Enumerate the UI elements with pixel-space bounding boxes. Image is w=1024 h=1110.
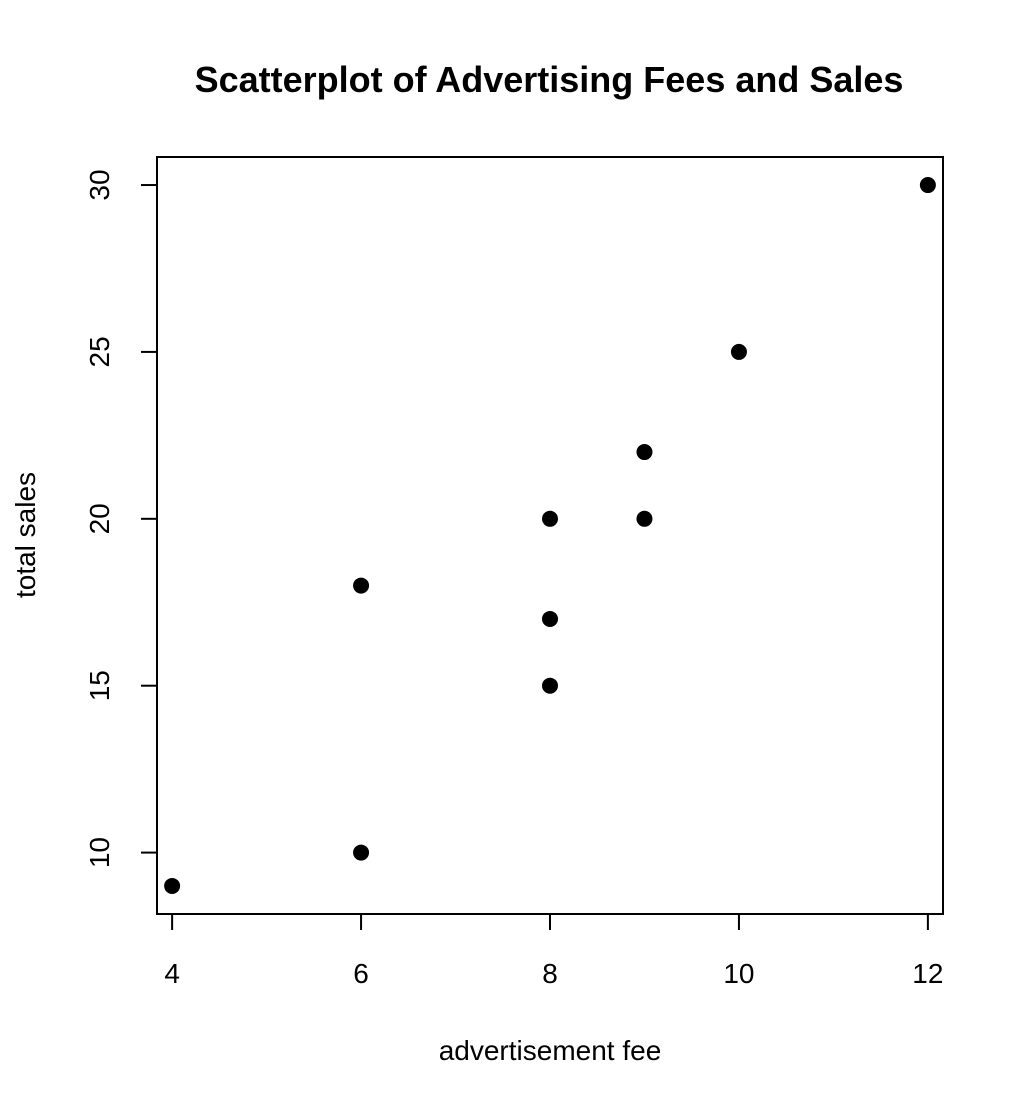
data-point [164,877,181,894]
data-point [542,610,558,627]
data-point [730,343,747,360]
data-points [164,177,936,894]
y-tick-label: 15 [84,670,115,701]
x-axis: 4 6 8 10 12 [164,913,943,989]
y-tick-label: 10 [84,837,115,868]
data-point [542,677,558,694]
plot-frame [156,156,944,915]
y-tick-label: 20 [84,503,115,534]
y-tick-label: 30 [84,169,115,200]
x-tick-label: 12 [912,958,943,989]
x-tick-label: 4 [164,958,180,989]
y-tick-label: 25 [84,336,115,367]
y-axis-label: total sales [10,472,41,598]
data-point [353,844,370,861]
chart-title: Scatterplot of Advertising Fees and Sale… [195,59,904,100]
data-point [353,577,370,594]
x-tick-label: 8 [542,958,558,989]
data-point [542,510,558,527]
y-axis: 10 15 20 25 30 [84,169,158,868]
data-point [636,510,653,527]
data-point [919,177,936,194]
x-tick-label: 10 [723,958,754,989]
x-axis-label: advertisement fee [439,1035,662,1066]
data-point [636,444,653,461]
x-tick-label: 6 [353,958,369,989]
